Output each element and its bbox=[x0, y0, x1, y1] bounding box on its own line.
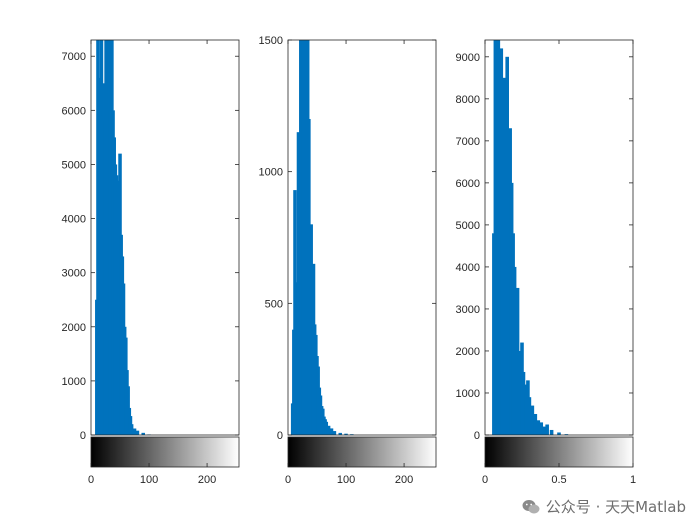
y-tick-label: 4000 bbox=[456, 262, 480, 274]
histogram-panel: 0 1000 2000 3000 4000 5000 6000 7000 8000 9000 0 0.… bbox=[456, 39, 636, 486]
histogram-panel: 0 1000 2000 3000 4000 5000 6000 7000 0 100 200 bbox=[62, 39, 240, 486]
y-tick-label: 1000 bbox=[259, 167, 283, 179]
x-tick-label: 100 bbox=[140, 474, 158, 486]
y-tick-label: 5000 bbox=[456, 220, 480, 232]
histogram-bar bbox=[542, 426, 546, 435]
histogram-bar bbox=[338, 432, 342, 435]
histogram-bar bbox=[324, 421, 329, 435]
histogram-bar bbox=[539, 422, 544, 435]
histogram-bar bbox=[536, 420, 541, 435]
y-tick-label: 3000 bbox=[62, 268, 86, 280]
histogram-bar bbox=[564, 434, 569, 435]
y-tick-label: 8000 bbox=[456, 94, 480, 106]
x-tick-label: 0 bbox=[482, 474, 488, 486]
histogram-bar bbox=[135, 430, 140, 435]
histogram-bar bbox=[326, 425, 331, 435]
x-tick-label: 0 bbox=[285, 474, 291, 486]
x-tick-label: 200 bbox=[198, 474, 216, 486]
grayscale-colorbar bbox=[287, 436, 437, 468]
y-tick-label: 7000 bbox=[62, 51, 86, 63]
y-tick-label: 0 bbox=[474, 430, 480, 442]
x-tick-label: 1 bbox=[630, 474, 636, 486]
x-tick-label: 0.5 bbox=[551, 474, 566, 486]
histogram-bar bbox=[141, 432, 145, 435]
grayscale-colorbar bbox=[90, 436, 240, 468]
x-tick-label: 100 bbox=[337, 474, 355, 486]
y-tick-label: 1500 bbox=[259, 35, 283, 47]
histogram-bar bbox=[530, 405, 535, 435]
y-tick-label: 1000 bbox=[62, 376, 86, 388]
histogram-bar bbox=[549, 429, 554, 435]
wechat-icon bbox=[522, 499, 540, 513]
y-tick-label: 2000 bbox=[62, 322, 86, 334]
y-tick-label: 6000 bbox=[62, 105, 86, 117]
histogram-bar bbox=[527, 397, 532, 435]
y-tick-label: 500 bbox=[265, 298, 283, 310]
y-tick-label: 0 bbox=[80, 430, 86, 442]
y-tick-label: 6000 bbox=[456, 178, 480, 190]
histogram-bar bbox=[557, 432, 561, 435]
y-tick-label: 2000 bbox=[456, 346, 480, 358]
watermark: 公众号 · 天天Matlab bbox=[522, 496, 686, 517]
watermark-text: 公众号 · 天天Matlab bbox=[545, 498, 686, 516]
axes-box bbox=[90, 39, 240, 436]
y-tick-label: 7000 bbox=[456, 136, 480, 148]
histogram-bar bbox=[344, 433, 348, 435]
x-tick-label: 0 bbox=[88, 474, 94, 486]
x-tick-label: 200 bbox=[395, 474, 413, 486]
y-tick-label: 5000 bbox=[62, 159, 86, 171]
histogram-panel: 0 500 1000 1500 0 100 200 bbox=[259, 35, 437, 486]
histogram-bar bbox=[129, 424, 134, 435]
y-tick-label: 9000 bbox=[456, 52, 480, 64]
histogram-bar bbox=[132, 428, 137, 435]
y-tick-label: 0 bbox=[277, 430, 283, 442]
grayscale-colorbar bbox=[484, 436, 634, 468]
axes-box bbox=[287, 39, 437, 436]
y-tick-label: 3000 bbox=[456, 304, 480, 316]
histogram-bar bbox=[329, 428, 334, 435]
y-tick-label: 4000 bbox=[62, 214, 86, 226]
histogram-bar bbox=[545, 424, 549, 435]
histogram-bar bbox=[332, 431, 337, 435]
histogram-bar bbox=[533, 413, 538, 435]
y-tick-label: 1000 bbox=[456, 388, 480, 400]
